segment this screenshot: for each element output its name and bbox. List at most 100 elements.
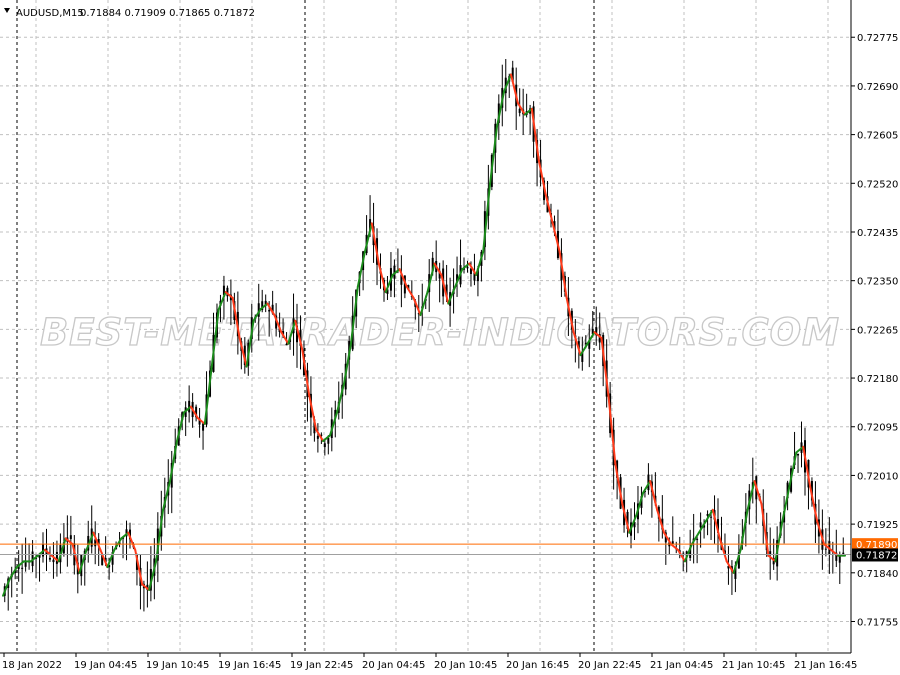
trend-segment-up	[2, 577, 11, 597]
price-tick-label: 0.72180	[857, 374, 898, 385]
candle-body	[118, 542, 121, 545]
candle-body	[734, 565, 737, 579]
trend-segment-up	[461, 262, 471, 271]
candle-body	[320, 434, 323, 436]
trend-segment-up	[795, 445, 805, 454]
candle-body	[838, 555, 841, 563]
candle-body	[323, 443, 326, 448]
trend-segment-down	[440, 273, 450, 305]
trend-segment-up	[496, 90, 506, 128]
time-tick-label: 20 Jan 04:45	[362, 660, 425, 671]
trend-segment-up	[287, 319, 297, 345]
candle-body	[595, 327, 598, 336]
candle-body	[417, 313, 420, 315]
candle-body	[400, 274, 403, 285]
price-lines	[0, 543, 851, 555]
trend-segment-down	[767, 554, 777, 563]
bid-price-label: 0.71890	[856, 540, 897, 551]
candle-body	[62, 542, 65, 554]
trend-segment-up	[683, 543, 693, 563]
trend-segment-down	[656, 508, 666, 534]
trend-segment-up	[15, 560, 25, 569]
candle-body	[97, 539, 100, 545]
candle-body	[640, 496, 643, 508]
trend-segment-up	[788, 451, 798, 488]
price-axis[interactable]: 0.72775 0.72690 0.72605 0.72520 0.72435 0.723…	[851, 33, 898, 628]
trend-segment-up	[182, 405, 192, 414]
candle-body	[198, 418, 201, 425]
candle-body	[598, 334, 601, 343]
trend-segment-up	[384, 273, 394, 294]
trend-segment-up	[391, 268, 401, 276]
trend-segment-down	[516, 102, 526, 116]
candle-body	[202, 423, 205, 431]
trend-segment-up	[781, 485, 791, 523]
trend-segment-up	[259, 302, 269, 311]
candle-body	[518, 108, 521, 113]
trend-segment-down	[294, 319, 304, 351]
time-tick-label: 20 Jan 22:45	[578, 660, 641, 671]
trend-segment-down	[614, 462, 624, 506]
trend-segment-up	[426, 262, 436, 294]
time-tick-label: 19 Jan 22:45	[290, 660, 353, 671]
trend-segment-down	[64, 537, 74, 546]
price-tick-label: 0.71755	[857, 617, 898, 628]
trend-segment-down	[760, 503, 770, 557]
price-tick-label: 0.72775	[857, 33, 898, 44]
trend-segment-up	[419, 291, 429, 317]
trend-segment-down	[273, 314, 283, 334]
trend-segment-down	[725, 560, 735, 574]
time-tick-label: 19 Jan 10:45	[146, 660, 209, 671]
trend-segment-down	[600, 336, 610, 397]
trend-segment-down	[127, 531, 137, 551]
trend-segment-up	[8, 566, 18, 580]
time-axis[interactable]: 18 Jan 2022 19 Jan 04:45 19 Jan 10:45 19 Ja…	[2, 653, 857, 671]
candle-body	[445, 284, 448, 297]
trend-segment-up	[106, 548, 116, 569]
candle-body	[108, 564, 111, 568]
candle-body	[456, 274, 459, 282]
trend-segment-up	[78, 548, 88, 574]
candle-body	[369, 219, 372, 232]
candle-body	[48, 557, 51, 560]
trend-segment-up	[210, 308, 220, 368]
price-tick-label: 0.71925	[857, 520, 898, 531]
chart-frame	[0, 0, 852, 654]
trend-segment-up	[85, 531, 95, 551]
candle-body	[268, 310, 271, 312]
time-tick-label: 19 Jan 16:45	[218, 660, 281, 671]
candle-body	[21, 567, 24, 569]
candle-body	[271, 304, 274, 314]
candle-body	[476, 268, 479, 282]
candle-body	[584, 342, 587, 345]
price-tick-label: 0.72520	[857, 179, 898, 190]
candle-body	[577, 341, 580, 349]
candle-body	[786, 482, 789, 499]
candle-body	[101, 554, 104, 566]
trend-segment-up	[489, 125, 499, 185]
triangle-down-icon[interactable]	[4, 8, 10, 13]
trend-segment-down	[809, 485, 819, 523]
trend-segment-up	[635, 491, 645, 517]
trend-segment-down	[99, 548, 109, 569]
current-price-box	[852, 548, 898, 562]
trend-segment-down	[649, 480, 659, 511]
time-tick-label: 20 Jan 16:45	[506, 660, 569, 671]
candle-body	[188, 400, 191, 413]
trend-segment-down	[802, 445, 812, 488]
trend-segment-down	[530, 107, 540, 162]
trend-segment-down	[753, 480, 763, 506]
trend-segment-up	[175, 411, 185, 443]
trend-segment-down	[607, 394, 617, 465]
trend-segment-up	[29, 554, 39, 563]
price-tick-label: 0.72350	[857, 277, 898, 288]
candle-body	[386, 289, 389, 294]
candle-body	[469, 268, 472, 274]
trend-segment-up	[322, 434, 332, 443]
trend-segment-down	[718, 537, 728, 563]
candle-body	[671, 541, 674, 544]
trend-segment-up	[169, 440, 178, 483]
trend-segment-down	[377, 262, 387, 294]
candle-body	[285, 343, 288, 346]
